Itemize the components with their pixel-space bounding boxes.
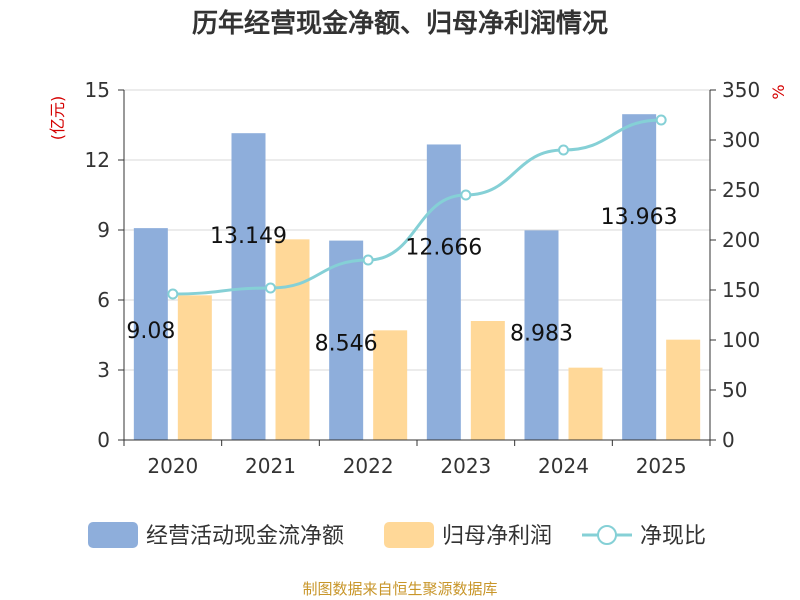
cash-flow-value-label: 13.963 [601, 205, 678, 230]
net-profit-bar [568, 367, 603, 440]
left-axis-tick: 6 [97, 288, 110, 312]
ratio-point [558, 144, 569, 156]
x-axis-label: 2020 [147, 454, 198, 478]
right-axis-tick: 50 [722, 378, 747, 402]
ratio-point [655, 114, 667, 126]
cash-flow-bar [524, 230, 559, 440]
source-note: 制图数据来自恒生聚源数据库 [302, 580, 497, 598]
ratio-point [167, 288, 179, 300]
left-axis-tick: 0 [97, 428, 110, 452]
left-axis-tick: 3 [97, 358, 110, 382]
right-axis-tick: 0 [722, 428, 735, 452]
cash-flow-value-label: 8.546 [315, 332, 378, 357]
cash-flow-value-label: 12.666 [405, 235, 482, 260]
legend-label: 经营活动现金流净额 [146, 524, 344, 549]
right-axis-tick: 200 [722, 228, 760, 252]
legend-label: 净现比 [640, 524, 706, 549]
net-profit-bar [275, 239, 310, 440]
gridlines [124, 89, 710, 371]
cash-flow-bar [329, 240, 364, 440]
net-profit-bar [666, 339, 701, 440]
x-axis-label: 2021 [245, 454, 296, 478]
bars [133, 114, 701, 441]
legend-label: 归母净利润 [442, 524, 552, 549]
net-profit-bar [177, 295, 212, 440]
cash-flow-bar [426, 144, 461, 440]
left-axis-unit: (亿元) [48, 96, 67, 141]
chart-title: 历年经营现金净额、归母净利润情况 [192, 8, 608, 39]
cash-flow-bar [133, 228, 168, 440]
left-axis-tick: 15 [85, 78, 110, 102]
legend[interactable]: 经营活动现金流净额 归母净利润 净现比 [88, 522, 706, 549]
cash-flow-bar [231, 133, 266, 440]
x-axis-label: 2024 [538, 454, 589, 478]
left-axis-tick: 9 [97, 218, 110, 242]
right-axis-tick: 100 [722, 328, 760, 352]
ratio-line [167, 114, 667, 300]
left-axis-tick: 12 [85, 148, 110, 172]
x-axis-label: 2025 [636, 454, 687, 478]
x-axis-label: 2022 [343, 454, 394, 478]
ratio-point [265, 282, 276, 294]
ratio-point [362, 254, 374, 266]
right-axis-tick: 300 [722, 128, 760, 152]
right-axis-tick: 150 [722, 278, 760, 302]
right-axis-tick: 250 [722, 178, 760, 202]
legend-swatch [384, 522, 434, 548]
net-profit-bar [373, 330, 408, 440]
legend-swatch [88, 522, 138, 548]
cash-flow-bar [622, 114, 657, 441]
cash-flow-value-label: 9.08 [126, 319, 175, 344]
right-axis-tick: 350 [722, 78, 760, 102]
ratio-point [460, 189, 472, 201]
right-axis-unit: % [769, 84, 788, 99]
cash-flow-value-label: 8.983 [510, 321, 573, 346]
x-axis-label: 2023 [440, 454, 491, 478]
data-labels: 9.08 13.149 8.546 12.666 8.983 13.963 [126, 205, 677, 356]
net-profit-bar [470, 321, 505, 440]
legend-marker [597, 525, 617, 545]
cash-flow-value-label: 13.149 [210, 224, 287, 249]
